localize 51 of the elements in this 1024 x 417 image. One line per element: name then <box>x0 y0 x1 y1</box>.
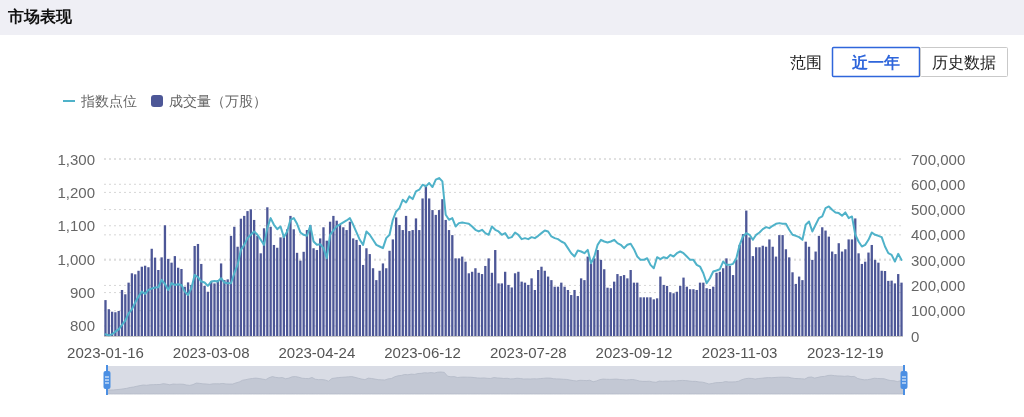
y2-tick-label: 500,000 <box>911 201 966 219</box>
y-tick-label: 1,300 <box>57 150 95 168</box>
bar <box>596 250 599 336</box>
bar <box>877 262 880 336</box>
x-tick-label: 2023-07-28 <box>489 343 567 361</box>
bar <box>550 280 553 336</box>
chart-title: 市场表现 <box>7 7 73 25</box>
y-tick-label: 1,200 <box>57 183 95 201</box>
bar <box>137 270 140 336</box>
x-tick-label: 2023-03-08 <box>172 343 250 361</box>
y2-tick-label: 200,000 <box>911 276 966 294</box>
bar <box>517 271 520 336</box>
bar <box>659 276 662 336</box>
bar <box>441 199 444 336</box>
legend-label: 指数点位 <box>80 93 137 109</box>
bar <box>487 258 490 336</box>
bar <box>289 215 292 336</box>
y2-tick-label: 100,000 <box>911 302 966 320</box>
bar <box>563 286 566 336</box>
y-tick-label: 900 <box>69 284 95 302</box>
bar <box>464 261 467 336</box>
bar <box>332 215 335 336</box>
bar <box>530 278 533 336</box>
legend-label: 成交量（万股） <box>169 93 267 109</box>
bar <box>682 277 685 336</box>
y-tick-label: 800 <box>69 317 95 335</box>
y2-tick-label: 0 <box>911 327 920 345</box>
bar <box>573 289 576 336</box>
y2-tick-label: 700,000 <box>911 150 966 168</box>
y2-tick-label: 300,000 <box>911 251 966 269</box>
y-tick-label: 1,100 <box>57 217 95 235</box>
bar <box>322 227 325 336</box>
bar <box>540 266 543 336</box>
bar <box>104 300 107 336</box>
x-tick-label: 2023-01-16 <box>67 343 144 361</box>
line-series <box>104 177 903 337</box>
x-tick-label: 2023-04-24 <box>278 343 356 361</box>
y2-tick-label: 600,000 <box>911 175 966 193</box>
text: 历史数据 <box>932 53 996 71</box>
x-tick-label: 2023-12-19 <box>807 343 884 361</box>
x-tick-label: 2023-06-12 <box>384 343 461 361</box>
y2-tick-label: 400,000 <box>911 226 966 244</box>
bar <box>365 248 368 336</box>
bar <box>768 239 771 336</box>
text: 近一年 <box>851 53 900 71</box>
y-tick-label: 1,000 <box>57 250 95 268</box>
x-tick-label: 2023-09-12 <box>595 343 673 361</box>
bar <box>474 268 477 336</box>
text: 范围 <box>790 53 822 71</box>
x-tick-label: 2023-11-03 <box>701 343 778 361</box>
bar <box>725 258 728 336</box>
